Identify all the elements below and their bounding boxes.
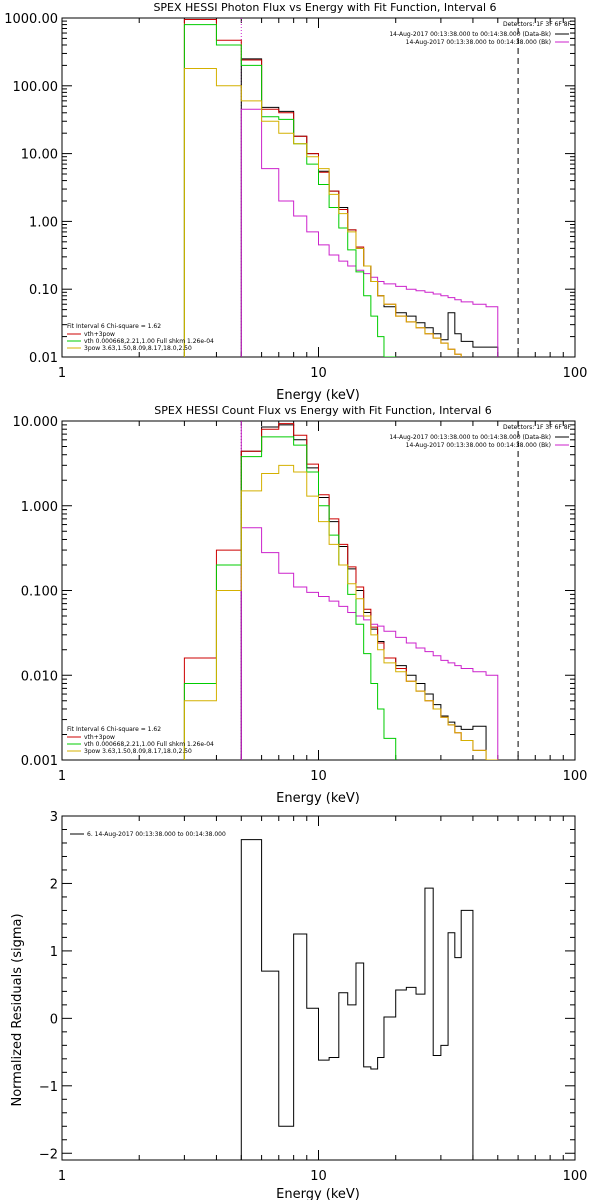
photon-flux-panel: SPEX HESSI Photon Flux vs Energy with Fi… [4, 1, 587, 403]
y-tick-label: 0.10 [29, 283, 58, 298]
series-group [240, 839, 474, 1160]
y-tick-label: 0.010 [21, 669, 58, 684]
legend-entry-text: 14-Aug-2017 00:13:38.000 to 00:14:38.000… [406, 39, 551, 46]
series-line [240, 527, 499, 760]
fit-legend-text: 3pow 3.63,1.50,8.09,8.17,18.0,2.50 [84, 345, 192, 352]
x-tick-label: 10 [310, 1169, 327, 1184]
photon-flux-plot: 1 10 100 1000.00 100.00 10.00 1.00 0.10 0.01 Dete… [4, 12, 587, 381]
y-tick-label: 10.00 [21, 148, 58, 163]
series-line [240, 58, 499, 357]
y-tick-label: 1.000 [21, 500, 58, 515]
fit-legend-header: Fit Interval 6 Chi-square = 1.62 [67, 323, 161, 330]
y-tick-label: 0.001 [21, 754, 58, 769]
count-flux-panel: SPEX HESSI Count Flux vs Energy with Fit… [13, 404, 588, 806]
y-tick-label: 3 [50, 810, 58, 825]
legend-entry-text: 14-Aug-2017 00:13:38.000 to 00:14:38.000… [389, 434, 551, 441]
x-tick-label: 100 [563, 1169, 588, 1184]
fit-legend-text: vth 0.000668,2.21,1.00 Full shkm 1.26e-0… [84, 338, 214, 345]
x-tick-label: 10 [310, 769, 327, 784]
series-line [183, 423, 499, 760]
series-group [183, 423, 499, 760]
fit-legend-text: vth+3pow [84, 331, 115, 338]
fit-legend-text: vth+3pow [84, 734, 115, 741]
y-tick-label: −1 [39, 1080, 58, 1095]
photon-flux-xlabel: Energy (keV) [276, 388, 360, 403]
y-tick-label: 0.100 [21, 585, 58, 600]
y-tick-label: 100.00 [13, 80, 59, 95]
y-tick-label: 1000.00 [4, 12, 58, 27]
residuals-xlabel: Energy (keV) [276, 1187, 360, 1200]
y-tick-label: 10.000 [13, 415, 59, 430]
x-tick-label: 1 [58, 366, 66, 381]
count-flux-plot: 1 10 100 10.000 1.000 0.100 0.010 0.001 Detector… [13, 415, 588, 784]
legend-detectors: Detectors: 1F 3F 6F 8F [503, 424, 572, 431]
x-tick-label: 1 [58, 1169, 66, 1184]
y-tick-label: 0 [50, 1012, 58, 1027]
fit-legend-header: Fit Interval 6 Chi-square = 1.62 [67, 726, 161, 733]
series-line [183, 436, 397, 760]
count-flux-title: SPEX HESSI Count Flux vs Energy with Fit… [154, 404, 491, 417]
legend-entry-text: 6. 14-Aug-2017 00:13:38.000 to 00:14:38.… [87, 831, 226, 838]
series-line [183, 19, 462, 357]
series-line [240, 839, 474, 1160]
axis-frame [61, 17, 576, 358]
series-line [183, 464, 499, 760]
y-tick-label: −2 [39, 1147, 58, 1162]
series-line [183, 67, 462, 357]
series-group [183, 19, 499, 357]
x-tick-label: 100 [563, 769, 588, 784]
legend-entry-text: 14-Aug-2017 00:13:38.000 to 00:14:38.000… [406, 442, 551, 449]
y-tick-label: 2 [50, 877, 58, 892]
legend-entry-text: 14-Aug-2017 00:13:38.000 to 00:14:38.000… [389, 31, 551, 38]
y-tick-label: 0.01 [29, 351, 58, 366]
series-line [183, 24, 397, 357]
x-tick-label: 10 [310, 366, 327, 381]
axis-frame [61, 815, 576, 1161]
photon-flux-title: SPEX HESSI Photon Flux vs Energy with Fi… [153, 1, 496, 14]
count-flux-xlabel: Energy (keV) [276, 791, 360, 806]
legend-detectors: Detectors: 1F 3F 6F 8F [503, 21, 572, 28]
residuals-ylabel: Normalized Residuals (sigma) [10, 913, 25, 1106]
fit-legend-text: vth 0.000668,2.21,1.00 Full shkm 1.26e-0… [84, 741, 214, 748]
y-tick-label: 1 [50, 945, 58, 960]
x-tick-label: 100 [563, 366, 588, 381]
y-tick-label: 1.00 [29, 215, 58, 230]
x-tick-label: 1 [58, 769, 66, 784]
series-line [240, 108, 499, 357]
fit-legend-text: 3pow 3.63,1.50,8.09,8.17,18.0,2.50 [84, 748, 192, 755]
